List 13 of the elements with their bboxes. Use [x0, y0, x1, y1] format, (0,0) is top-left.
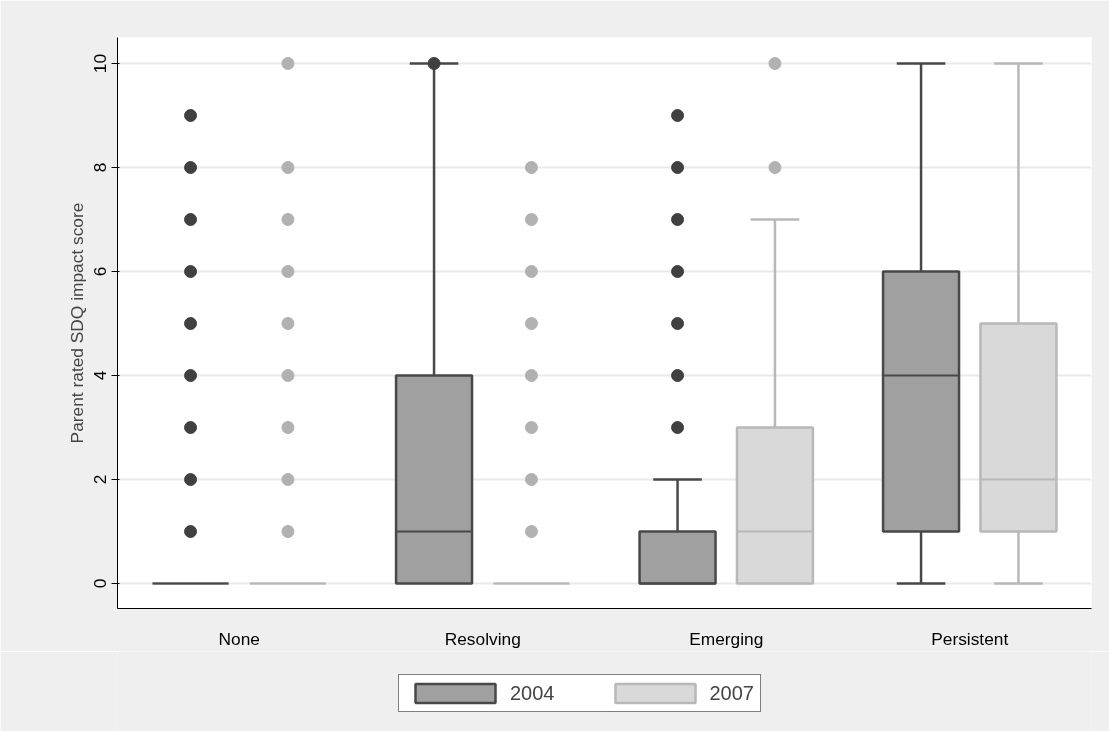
legend-label: 2004	[510, 681, 555, 705]
x-tick-label: Emerging	[689, 628, 764, 649]
x-tick-label: Resolving	[444, 628, 521, 649]
y-tick-label: 2	[90, 474, 111, 485]
legend-label: 2007	[709, 681, 754, 705]
y-tick-label: 0	[90, 578, 111, 589]
x-tick-label: None	[218, 628, 260, 649]
y-tick-label: 10	[90, 53, 111, 74]
y-tick-label: 8	[90, 162, 111, 173]
x-tick-label: Persistent	[931, 628, 1009, 649]
y-axis-title: Parent rated SDQ impact score	[66, 202, 87, 444]
y-tick-label: 4	[90, 370, 111, 381]
y-tick-label: 6	[90, 266, 111, 277]
